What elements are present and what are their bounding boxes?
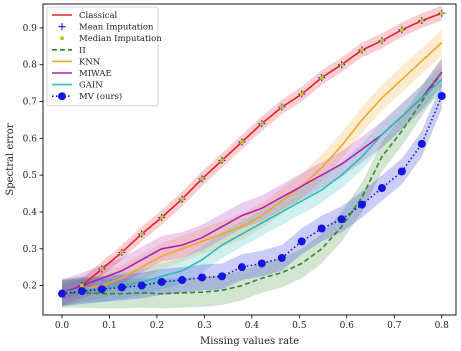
mv-ours-point	[297, 237, 306, 246]
x-tick-label: 0.6	[340, 321, 355, 331]
plot-frame	[42, 3, 457, 316]
gain-line	[61, 78, 443, 294]
series-lines	[61, 12, 443, 295]
median-imputation-point	[379, 38, 384, 43]
median-imputation-legend-label: Median Imputation	[79, 34, 162, 44]
median-imputation-point	[339, 62, 344, 67]
mv-ours-point	[437, 92, 446, 101]
y-tick-label: 0.3	[23, 245, 38, 255]
x-tick-label: 0.7	[387, 321, 402, 331]
classical-band	[62, 5, 442, 301]
miwae-legend-label: MIWAE	[79, 69, 112, 79]
classical-legend-label: Classical	[79, 11, 118, 21]
gain-legend-label: GAIN	[79, 81, 103, 91]
mv-ours-legend-label: MV (ours)	[79, 91, 122, 102]
mv-ours-point	[237, 263, 246, 272]
y-tick-label: 0.9	[23, 24, 38, 34]
mean-imputation-legend-label: Mean Imputation	[79, 23, 154, 33]
mv-ours-point	[397, 167, 406, 176]
median-imputation-point	[119, 250, 124, 255]
y-axis-label: Spectral error	[5, 123, 16, 195]
y-tick-label: 0.5	[23, 171, 38, 181]
legend-box	[46, 6, 159, 107]
mv-ours-point	[198, 273, 207, 282]
mv-ours-point	[377, 184, 386, 193]
mv-ours-point	[417, 139, 426, 148]
median-imputation-point	[159, 215, 164, 220]
median-imputation-point	[439, 11, 444, 16]
miwae-band	[62, 59, 442, 306]
x-tick-label: 0.3	[197, 321, 212, 331]
mv-ours-line	[61, 95, 443, 295]
median-imputation-point	[99, 266, 104, 271]
mv-ours-point	[77, 287, 86, 296]
median-imputation-point	[239, 140, 244, 145]
x-tick-label: 0.5	[292, 321, 307, 331]
ii-band	[62, 57, 442, 309]
mv-ours-point	[97, 285, 106, 294]
median-imputation-point	[279, 105, 284, 110]
y-tick-label: 0.8	[23, 61, 38, 71]
ii-line	[62, 71, 443, 295]
median-imputation-point	[319, 75, 324, 80]
mv-ours-point	[337, 215, 346, 224]
y-axis-ticks: 0.2 0.3 0.4 0.5 0.6 0.7 0.8 0.9	[23, 24, 43, 292]
y-tick-label: 0.4	[23, 208, 38, 218]
knn-legend-label: KNN	[79, 57, 101, 67]
classical-line	[61, 12, 443, 294]
mv-ours-point	[317, 224, 326, 233]
x-axis-label: Missing values rate	[200, 336, 299, 347]
median-imputation-point	[399, 27, 404, 32]
mv-ours-point	[257, 259, 266, 268]
median-imputation-point	[419, 18, 424, 23]
median-imputation-point	[219, 158, 224, 163]
ii-legend-label: II	[79, 46, 86, 56]
miwae-line	[61, 71, 443, 294]
x-tick-label: 0.4	[245, 321, 260, 331]
mv-ours-point	[137, 281, 146, 290]
median-imputation-point	[79, 283, 84, 288]
x-tick-label: 0.2	[150, 321, 164, 331]
knn-line	[61, 42, 443, 294]
mv-ours-point	[157, 277, 166, 286]
mv-ours-point	[117, 283, 126, 292]
mv-ours-band	[62, 83, 442, 307]
mv-ours-point	[358, 200, 367, 209]
median-imputation-point	[139, 232, 144, 237]
gain-band	[62, 66, 442, 306]
mv-ours-point	[57, 289, 66, 298]
y-tick-label: 0.7	[23, 98, 38, 108]
y-tick-label: 0.6	[23, 134, 38, 144]
median-imputation-point	[180, 197, 185, 202]
median-imputation-point	[360, 48, 365, 53]
mv-ours-point	[217, 272, 226, 281]
x-tick-label: 0.0	[55, 321, 70, 331]
mv-ours-legend-marker	[58, 92, 66, 101]
series-markers	[57, 9, 446, 298]
median-imputation-point	[259, 121, 264, 126]
mv-ours-point	[178, 276, 187, 285]
mv-ours-point	[277, 253, 286, 262]
x-tick-label: 0.1	[102, 321, 116, 331]
x-axis-ticks: 0.0 0.1 0.2 0.3 0.4 0.5 0.6 0.7 0.8	[55, 315, 449, 331]
mean-imputation-legend-marker	[58, 23, 66, 31]
y-tick-label: 0.2	[23, 282, 37, 292]
x-tick-label: 0.8	[435, 321, 450, 331]
median-imputation-point	[200, 176, 205, 181]
median-imputation-point	[299, 92, 304, 97]
median-imputation-legend-marker	[60, 36, 64, 41]
